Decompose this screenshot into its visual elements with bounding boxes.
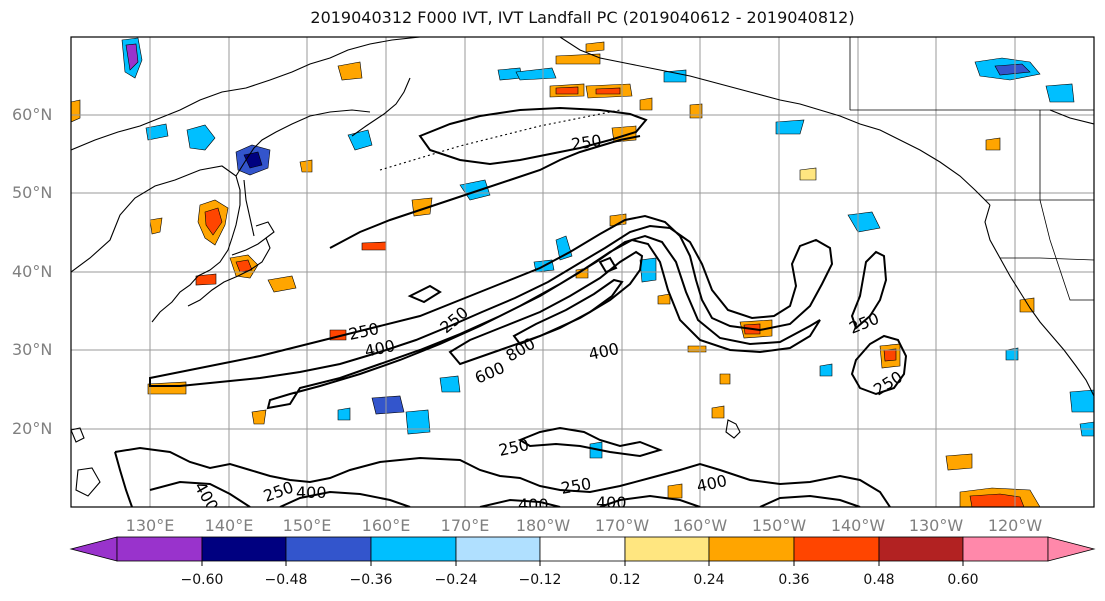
colorbar-segment [624, 536, 710, 562]
colorbar-segment [793, 536, 880, 562]
contour-label: 250 [1095, 585, 1105, 601]
colorbar-label: 0.36 [778, 572, 810, 588]
lon-label: 120°W [987, 516, 1043, 535]
contour-label: 400 [296, 483, 327, 502]
lon-label: 170°W [594, 516, 650, 535]
coastlines [71, 37, 1094, 497]
colorbar-label: 0.60 [947, 572, 979, 588]
colorbar-extend-high [1047, 536, 1096, 562]
lon-label: 160°E [361, 516, 411, 535]
lon-label: 140°W [830, 516, 886, 535]
colorbar-ticks [201, 561, 964, 566]
colorbar-segment [878, 536, 964, 562]
lon-label: 140°E [204, 516, 254, 535]
contour-label: 400 [1095, 585, 1105, 601]
lon-label: 130°E [125, 516, 175, 535]
colorbar-label: 0.24 [693, 572, 725, 588]
colorbar [69, 536, 1096, 566]
colorbar-segment [201, 536, 287, 562]
map-title: 2019040312 F000 IVT, IVT Landfall PC (20… [310, 8, 855, 27]
colorbar-segment [708, 536, 795, 562]
colorbar-label: 0.48 [863, 572, 895, 588]
contour-label: 400 [518, 495, 549, 514]
lat-label: 30°N [12, 340, 53, 359]
colorbar-label: −0.24 [434, 572, 478, 588]
lon-label: 150°E [282, 516, 332, 535]
lon-label: 170°E [440, 516, 490, 535]
colorbar-label: −0.12 [518, 572, 562, 588]
map-panel: 250 250 400 250 600 800 400 250 250 250 … [71, 37, 1105, 601]
borders [849, 37, 1094, 301]
colorbar-segment [455, 536, 541, 562]
lon-label: 180°W [515, 516, 571, 535]
lat-label: 60°N [12, 105, 53, 124]
colorbar-segment [539, 536, 626, 562]
colorbar-extend-low [69, 536, 118, 562]
contour-label: 400 [596, 493, 627, 512]
gridlines [71, 37, 1094, 507]
colorbar-label: 0.12 [609, 572, 641, 588]
contour-label: 250 [570, 131, 603, 154]
lat-label: 40°N [12, 262, 53, 281]
colorbar-segment [370, 536, 457, 562]
lon-label: 150°W [751, 516, 807, 535]
colorbar-label: −0.48 [264, 572, 308, 588]
lat-label: 50°N [12, 183, 53, 202]
lon-label: 160°W [672, 516, 728, 535]
colorbar-label: −0.60 [180, 572, 224, 588]
lon-label: 130°W [908, 516, 964, 535]
lat-label: 20°N [12, 419, 53, 438]
colorbar-segment [285, 536, 372, 562]
map-frame [70, 36, 1095, 508]
colorbar-segment [116, 536, 203, 562]
colorbar-segment [962, 536, 1049, 562]
ivt-contours [114, 106, 908, 507]
colorbar-label: −0.36 [349, 572, 393, 588]
